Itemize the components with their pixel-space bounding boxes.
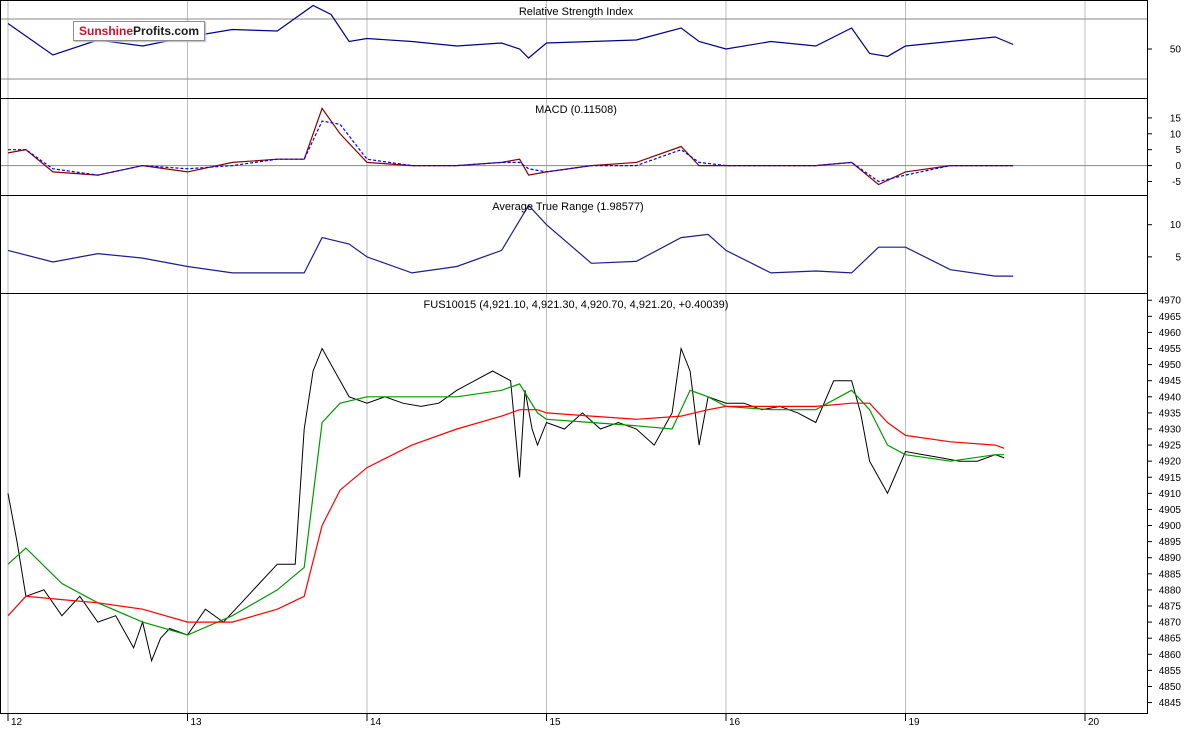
ytick-label-4-23: 4960 <box>1159 328 1182 339</box>
ytick-label-4-21: 4950 <box>1159 360 1182 371</box>
ytick-label-1-0: 50 <box>1170 45 1182 56</box>
series-1-1-line <box>7 4 1014 59</box>
ytick-label-4-5: 4870 <box>1159 618 1182 629</box>
ytick-label-4-16: 4925 <box>1159 441 1182 452</box>
series-2-1-line <box>7 107 1014 186</box>
ytick-label-4-13: 4910 <box>1159 489 1182 500</box>
ytick-label-4-4: 4865 <box>1159 634 1182 645</box>
ytick-label-4-19: 4940 <box>1159 392 1182 403</box>
ytick-label-4-12: 4905 <box>1159 505 1182 516</box>
ytick-label-3-0: 5 <box>1175 252 1181 263</box>
ytick-label-4-0: 4845 <box>1159 698 1182 709</box>
xtick-label-4: 16 <box>729 717 741 728</box>
ytick-label-4-8: 4885 <box>1159 569 1182 580</box>
series-3-1-line <box>7 204 1014 277</box>
logo-part2: Profits.com <box>133 24 200 38</box>
ytick-label-4-1: 4850 <box>1159 682 1182 693</box>
series-2-2-line <box>8 120 1014 183</box>
ytick-label-4-17: 4930 <box>1159 424 1182 435</box>
ytick-label-4-3: 4860 <box>1159 650 1182 661</box>
ytick-label-4-7: 4880 <box>1159 585 1182 596</box>
panel-4-title: FUS10015 (4,921.10, 4,921.30, 4,920.70, … <box>424 299 729 311</box>
ytick-label-4-6: 4875 <box>1159 602 1182 613</box>
ytick-label-4-14: 4915 <box>1159 473 1182 484</box>
ytick-label-4-20: 4945 <box>1159 376 1182 387</box>
sunshine-profits-logo: SunshineProfits.com <box>73 21 206 41</box>
xtick-label-6: 20 <box>1088 717 1100 728</box>
ytick-label-4-18: 4935 <box>1159 408 1182 419</box>
logo-part1: Sunshine <box>79 24 134 38</box>
ytick-label-4-24: 4965 <box>1159 312 1182 323</box>
xtick-label-0: 12 <box>11 717 23 728</box>
series-4-3-line <box>7 402 1005 623</box>
ytick-label-4-25: 4970 <box>1159 296 1182 307</box>
ytick-label-4-11: 4900 <box>1159 521 1182 532</box>
panel-1-title: Relative Strength Index <box>519 6 634 18</box>
ytick-label-4-9: 4890 <box>1159 553 1182 564</box>
series-4-2-line <box>7 383 1005 636</box>
ytick-label-2-4: 15 <box>1170 113 1182 124</box>
ytick-label-3-1: 10 <box>1170 220 1182 231</box>
ytick-label-2-1: 0 <box>1175 161 1181 172</box>
panel-2-title: MACD (0.11508) <box>535 104 617 116</box>
ytick-label-2-3: 10 <box>1170 129 1182 140</box>
ytick-label-4-2: 4855 <box>1159 666 1182 677</box>
ytick-label-4-22: 4955 <box>1159 344 1182 355</box>
ytick-label-4-15: 4920 <box>1159 457 1182 468</box>
series-4-1-line <box>7 346 1005 663</box>
xtick-label-1: 13 <box>191 717 203 728</box>
xtick-label-2: 14 <box>370 717 382 728</box>
ytick-label-2-0: -5 <box>1172 177 1181 188</box>
ytick-label-4-10: 4895 <box>1159 537 1182 548</box>
ytick-label-2-2: 5 <box>1175 145 1181 156</box>
xtick-label-3: 15 <box>550 717 562 728</box>
panel-3-title: Average True Range (1.98577) <box>492 201 643 213</box>
xtick-label-5: 19 <box>909 717 921 728</box>
panel-4-frame <box>0 293 1148 714</box>
